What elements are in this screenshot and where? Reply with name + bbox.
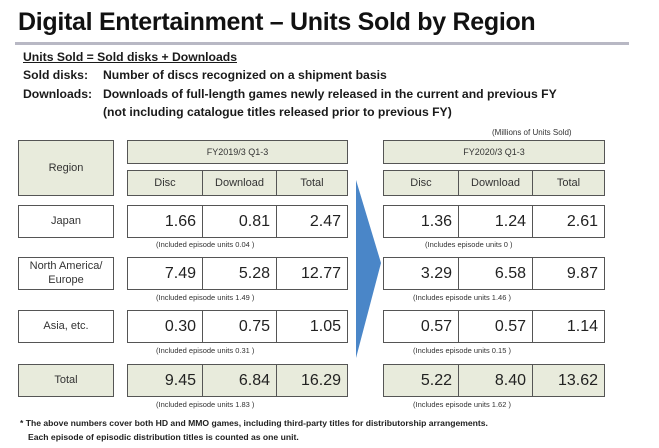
table-row-total-fy2019: 9.45 6.84 16.29 bbox=[127, 364, 348, 397]
page-title: Digital Entertainment – Units Sold by Re… bbox=[18, 8, 536, 36]
episode-note: (Included episode units 0.04 ) bbox=[156, 240, 255, 249]
episode-note: (Includes episode units 1.62 ) bbox=[413, 400, 511, 409]
downloads-definition: Downloads: Downloads of full-length games… bbox=[23, 87, 557, 101]
units-sold-formula: Units Sold = Sold disks + Downloads bbox=[23, 50, 237, 64]
sold-disks-text: Number of discs recognized on a shipment… bbox=[103, 68, 387, 82]
downloads-label: Downloads: bbox=[23, 87, 93, 101]
cell-disc: 5.22 bbox=[420, 371, 452, 389]
downloads-text: Downloads of full-length games newly rel… bbox=[103, 87, 557, 101]
region-name-line1: North America/ bbox=[29, 259, 103, 272]
cell-total: 1.14 bbox=[532, 311, 604, 342]
region-label-japan: Japan bbox=[18, 205, 114, 238]
region-header: Region bbox=[18, 140, 114, 196]
cell-download: 0.81 bbox=[202, 206, 276, 237]
cell-disc: 0.30 bbox=[164, 317, 196, 335]
cell-download: 0.75 bbox=[202, 311, 276, 342]
cell-disc: 7.49 bbox=[164, 264, 196, 282]
cell-total: 13.62 bbox=[532, 365, 604, 396]
cell-total: 1.05 bbox=[276, 311, 347, 342]
region-name: Total bbox=[54, 373, 78, 386]
region-name: Japan bbox=[51, 214, 81, 227]
cell-download: 0.57 bbox=[458, 311, 532, 342]
table-row-asia-fy2020: 0.57 0.57 1.14 bbox=[383, 310, 605, 343]
footnote-line2: Each episode of episodic distribution ti… bbox=[28, 432, 299, 442]
table-row-total-fy2020: 5.22 8.40 13.62 bbox=[383, 364, 605, 397]
cell-download: 8.40 bbox=[458, 365, 532, 396]
column-headers-fy2019: Disc Download Total bbox=[127, 170, 348, 196]
sold-disks-label: Sold disks: bbox=[23, 68, 89, 82]
col-header-download: Download bbox=[458, 171, 532, 195]
episode-note: (Included episode units 0.31 ) bbox=[156, 346, 255, 355]
chevron-right-arrow-icon bbox=[356, 180, 381, 358]
col-header-total: Total bbox=[276, 171, 347, 195]
cell-disc: 3.29 bbox=[420, 264, 452, 282]
cell-total: 2.47 bbox=[276, 206, 347, 237]
footnote-line1: * The above numbers cover both HD and MM… bbox=[20, 418, 488, 428]
region-name: Asia, etc. bbox=[43, 319, 89, 332]
table-row-north-america-europe-fy2020: 3.29 6.58 9.87 bbox=[383, 257, 605, 290]
cell-download: 6.84 bbox=[202, 365, 276, 396]
col-header-disc: Disc bbox=[154, 177, 176, 189]
downloads-exclusion-note: (not including catalogue titles released… bbox=[103, 105, 452, 119]
column-headers-fy2020: Disc Download Total bbox=[383, 170, 605, 196]
episode-note: (Included episode units 1.83 ) bbox=[156, 400, 255, 409]
cell-disc: 1.66 bbox=[164, 212, 196, 230]
region-label-asia: Asia, etc. bbox=[18, 310, 114, 343]
col-header-download: Download bbox=[202, 171, 276, 195]
episode-note: (Included episode units 1.49 ) bbox=[156, 293, 255, 302]
table-row-japan-fy2020: 1.36 1.24 2.61 bbox=[383, 205, 605, 238]
region-name-line2: Europe bbox=[48, 273, 84, 286]
region-label-north-america-europe: North America/ Europe bbox=[18, 257, 114, 290]
table-row-japan-fy2019: 1.66 0.81 2.47 bbox=[127, 205, 348, 238]
cell-disc: 0.57 bbox=[420, 317, 452, 335]
episode-note: (Includes episode units 1.46 ) bbox=[413, 293, 511, 302]
cell-download: 1.24 bbox=[458, 206, 532, 237]
table-row-asia-fy2019: 0.30 0.75 1.05 bbox=[127, 310, 348, 343]
episode-note: (Includes episode units 0.15 ) bbox=[413, 346, 511, 355]
title-divider bbox=[15, 42, 629, 45]
units-note: (Millions of Units Sold) bbox=[492, 128, 572, 137]
period-header-fy2019: FY2019/3 Q1-3 bbox=[127, 140, 348, 164]
cell-total: 2.61 bbox=[532, 206, 604, 237]
col-header-total: Total bbox=[532, 171, 604, 195]
cell-total: 16.29 bbox=[276, 365, 347, 396]
period-header-fy2020: FY2020/3 Q1-3 bbox=[383, 140, 605, 164]
cell-disc: 1.36 bbox=[420, 212, 452, 230]
col-header-disc: Disc bbox=[410, 177, 432, 189]
cell-download: 5.28 bbox=[202, 258, 276, 289]
cell-download: 6.58 bbox=[458, 258, 532, 289]
cell-total: 9.87 bbox=[532, 258, 604, 289]
sold-disks-definition: Sold disks: Number of discs recognized on… bbox=[23, 68, 387, 82]
table-row-north-america-europe-fy2019: 7.49 5.28 12.77 bbox=[127, 257, 348, 290]
cell-disc: 9.45 bbox=[164, 371, 196, 389]
episode-note: (Includes episode units 0 ) bbox=[425, 240, 513, 249]
cell-total: 12.77 bbox=[276, 258, 347, 289]
region-label-total: Total bbox=[18, 364, 114, 397]
